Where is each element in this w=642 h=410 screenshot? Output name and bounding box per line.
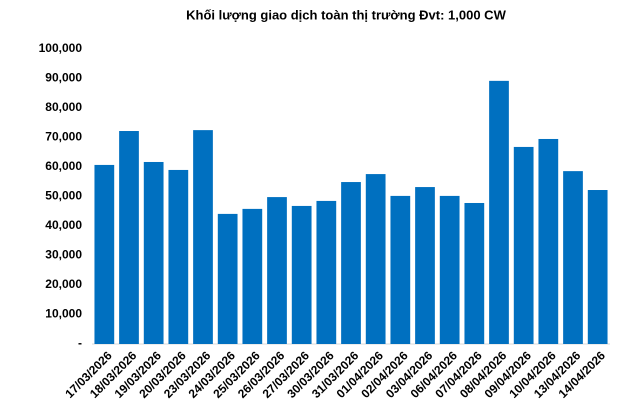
bar bbox=[538, 138, 559, 344]
y-tick-label: 70,000 bbox=[45, 130, 82, 144]
y-tick-label: 10,000 bbox=[45, 307, 82, 321]
y-tick-label: 30,000 bbox=[45, 248, 82, 262]
bar bbox=[168, 169, 189, 344]
y-tick-label: 100,000 bbox=[39, 41, 83, 55]
bar bbox=[242, 208, 263, 344]
bar bbox=[291, 205, 312, 344]
y-tick-label: 90,000 bbox=[45, 71, 82, 85]
y-tick-label: - bbox=[78, 336, 82, 350]
bar bbox=[390, 195, 411, 344]
bar bbox=[316, 200, 337, 344]
bar bbox=[143, 161, 164, 344]
bar bbox=[217, 213, 238, 344]
bar bbox=[513, 146, 534, 344]
y-tick-label: 60,000 bbox=[45, 159, 82, 173]
bar bbox=[439, 195, 460, 344]
bar bbox=[415, 187, 435, 344]
bar bbox=[365, 174, 386, 344]
bar bbox=[119, 131, 139, 344]
y-tick-label: 80,000 bbox=[45, 100, 82, 114]
bar bbox=[489, 80, 509, 345]
y-tick-label: 40,000 bbox=[45, 218, 82, 232]
bar bbox=[563, 171, 583, 344]
y-tick-label: 50,000 bbox=[45, 189, 82, 203]
chart-title: Khối lượng giao dịch toàn thị trường Đvt… bbox=[186, 7, 506, 22]
bar bbox=[193, 130, 213, 344]
bar bbox=[587, 190, 608, 344]
y-tick-label: 20,000 bbox=[45, 277, 82, 291]
bar bbox=[94, 164, 115, 344]
bar bbox=[464, 202, 485, 344]
bar bbox=[341, 182, 361, 344]
bar bbox=[267, 197, 287, 344]
